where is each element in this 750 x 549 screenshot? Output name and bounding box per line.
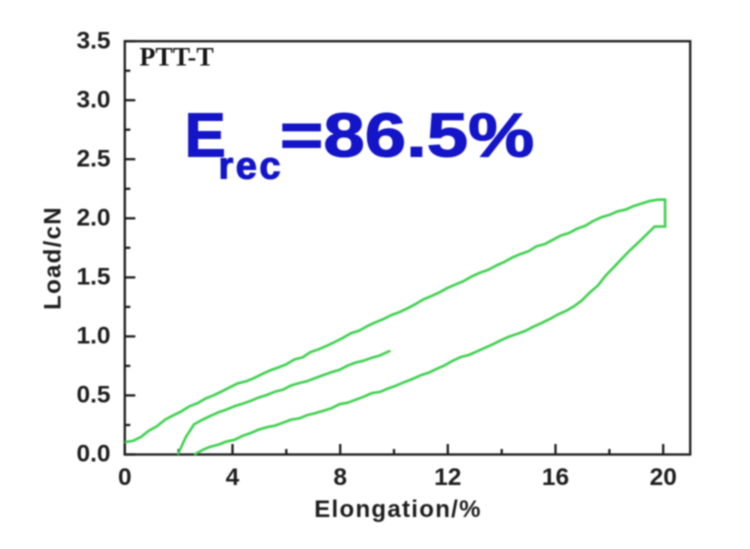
svg-text:0: 0	[118, 464, 132, 491]
svg-text:20: 20	[650, 464, 677, 491]
svg-text:3.5: 3.5	[76, 27, 110, 54]
svg-text:8: 8	[333, 464, 347, 491]
svg-text:0.0: 0.0	[76, 441, 110, 468]
svg-text:16: 16	[542, 464, 569, 491]
svg-text:PTT-T: PTT-T	[140, 43, 214, 72]
svg-text:E: E	[185, 102, 226, 171]
svg-text:4: 4	[226, 464, 240, 491]
svg-text:1.5: 1.5	[76, 264, 110, 291]
svg-text:=86.5%: =86.5%	[280, 100, 534, 170]
svg-text:2.0: 2.0	[76, 204, 110, 231]
svg-text:3.0: 3.0	[76, 86, 110, 113]
svg-text:2.5: 2.5	[76, 145, 110, 172]
svg-text:12: 12	[434, 464, 461, 491]
svg-text:1.0: 1.0	[76, 323, 110, 350]
svg-text:Load/cN: Load/cN	[40, 206, 67, 310]
svg-text:0.5: 0.5	[76, 382, 110, 409]
svg-text:Elongation/%: Elongation/%	[314, 496, 482, 523]
svg-text:rec: rec	[219, 146, 284, 188]
